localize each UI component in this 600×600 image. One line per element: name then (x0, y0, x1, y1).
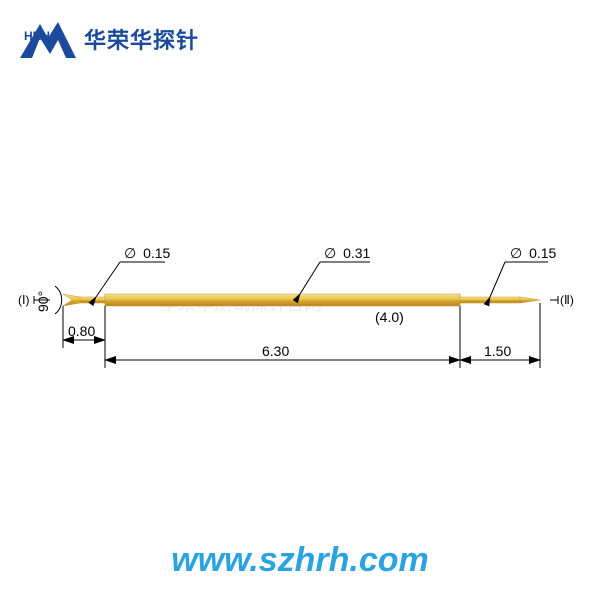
dia-symbol-right: ∅ (510, 245, 522, 261)
dim-left-tip-label: 0.80 (68, 323, 95, 339)
probe-right-tip (520, 297, 540, 303)
footer-url: www.szhrh.com (0, 541, 600, 580)
angle-label: 90° (35, 291, 51, 312)
callout-right-dia: ∅ 0.15 (490, 245, 557, 297)
end-label-left: (Ⅰ) (18, 293, 30, 307)
callout-mid-dia: ∅ 0.31 (300, 245, 371, 294)
end-label-right: (Ⅱ) (560, 293, 574, 307)
dim-body-ref: (4.0) (375, 309, 404, 325)
callout-left-dia: ∅ 0.15 (96, 245, 171, 297)
svg-text:∅ 0.31: ∅ 0.31 (324, 245, 371, 261)
probe-left-shaft (80, 297, 105, 303)
dim-right-tip-label: 1.50 (484, 343, 511, 359)
dimension-diagram: (Ⅰ) (Ⅱ) 90° ∅ 0.15 ∅ 0.31 (0, 0, 600, 600)
dia-value-left: 0.15 (143, 245, 170, 261)
probe-right-shaft (460, 297, 520, 303)
probe-body (105, 294, 460, 306)
svg-text:∅ 0.15: ∅ 0.15 (124, 245, 171, 261)
probe-left-tip (63, 294, 80, 306)
canvas: HRH 华荣华探针 华荣华测试探针官网 (0, 0, 600, 600)
angle-arc (55, 286, 62, 314)
dia-value-right: 0.15 (529, 245, 556, 261)
dia-symbol-mid: ∅ (324, 245, 336, 261)
dim-body-label: 6.30 (262, 343, 289, 359)
svg-text:∅ 0.15: ∅ 0.15 (510, 245, 557, 261)
dim-right-tip: 1.50 (460, 343, 540, 360)
dim-left-tip: 0.80 (63, 323, 105, 340)
dia-symbol-left: ∅ (124, 245, 136, 261)
dim-body: 6.30 (105, 343, 460, 360)
dia-value-mid: 0.31 (343, 245, 370, 261)
